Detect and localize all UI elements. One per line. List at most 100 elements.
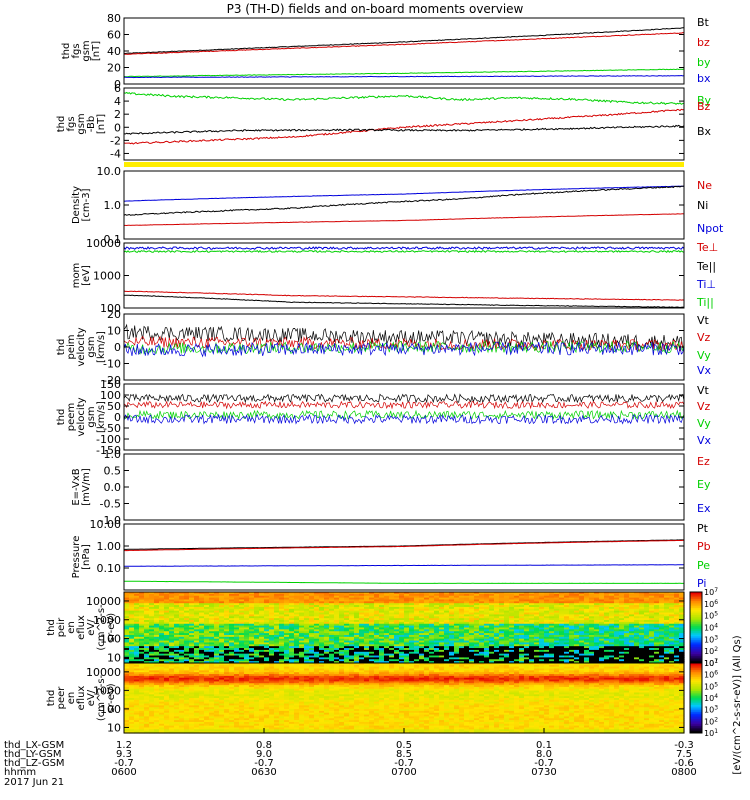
spectrogram-cell: [494, 606, 500, 610]
spectrogram-cell: [299, 618, 305, 621]
spectrogram-cell: [674, 661, 680, 664]
spectrogram-cell: [654, 616, 660, 619]
spectrogram-cell: [124, 592, 130, 595]
spectrogram-cell: [469, 621, 475, 625]
spectrogram-cell: [454, 595, 460, 599]
spectrogram-cell: [284, 636, 290, 640]
spectrogram-cell: [189, 649, 195, 653]
spectrogram-cell: [174, 685, 180, 688]
spectrogram-cell: [219, 623, 225, 627]
spectrogram-cell: [254, 592, 260, 595]
spectrogram-cell: [524, 644, 530, 647]
spectrogram-cell: [494, 651, 500, 655]
spectrogram-cell: [514, 621, 520, 625]
spectrogram-cell: [294, 629, 300, 632]
spectrogram-cell: [304, 661, 310, 664]
spectrogram-cell: [454, 592, 460, 595]
y-axis-label: mom [eV]: [71, 263, 92, 289]
y-axis-label-line: gsm: [86, 406, 97, 427]
spectrogram-cell: [129, 720, 135, 723]
spectrogram-cell: [279, 623, 285, 627]
spectrogram-cell: [184, 705, 190, 708]
spectrogram-cell: [154, 618, 160, 621]
spectrogram-cell: [514, 655, 520, 658]
spectrogram-cell: [609, 657, 615, 660]
spectrogram-cell: [619, 644, 625, 647]
spectrogram-cell: [554, 603, 560, 606]
spectrogram-cell: [584, 651, 590, 655]
spectrogram-cell: [134, 686, 140, 690]
spectrogram-cell: [194, 605, 200, 608]
spectrogram-cell: [419, 644, 425, 647]
spectrogram-cell: [244, 603, 250, 606]
spectrogram-cell: [139, 731, 145, 734]
spectrogram-cell: [164, 685, 170, 688]
spectrogram-cell: [159, 679, 165, 683]
spectrogram-cell: [174, 729, 180, 732]
spectrogram-cell: [299, 642, 305, 645]
spectrogram-cell: [564, 595, 570, 599]
spectrogram-cell: [544, 592, 550, 595]
spectrogram-cell: [594, 640, 600, 644]
spectrogram-cell: [284, 651, 290, 655]
spectrogram-cell: [369, 620, 375, 623]
spectrogram-cell: [149, 640, 155, 644]
spectrogram-cell: [284, 631, 290, 634]
spectrogram-cell: [394, 634, 400, 638]
spectrogram-cell: [579, 634, 585, 638]
spectrogram-cell: [519, 636, 525, 640]
spectrogram-cell: [224, 605, 230, 608]
spectrogram-cell: [664, 592, 670, 595]
y-axis-label: thd peir en eflux eV/(cm^2-s-sr-eV): [46, 604, 117, 651]
legend-entry: Bx: [697, 125, 712, 138]
spectrogram-cell: [254, 625, 260, 629]
spectrogram-cell: [409, 659, 415, 662]
spectrogram-cell: [534, 610, 540, 614]
spectrogram-cell: [364, 621, 370, 625]
spectrogram-cell: [239, 633, 245, 636]
spectrogram-cell: [659, 623, 665, 627]
spectrogram-cell: [194, 614, 200, 617]
spectrogram-cell: [434, 610, 440, 614]
spectrogram-cell: [519, 610, 525, 614]
spectrogram-cell: [324, 648, 330, 651]
spectrogram-cell: [629, 629, 635, 632]
spectrogram-cell: [579, 606, 585, 610]
spectrogram-cell: [194, 633, 200, 636]
spectrogram-cell: [649, 606, 655, 610]
spectrogram-cell: [454, 623, 460, 627]
spectrogram-cell: [319, 651, 325, 655]
spectrogram-cell: [259, 638, 265, 642]
spectrogram-cell: [654, 625, 660, 629]
spectrogram-cell: [449, 657, 455, 660]
spectrogram-cell: [324, 661, 330, 664]
spectrogram-cell: [174, 670, 180, 673]
spectrogram-cell: [459, 605, 465, 608]
spectrogram-cell: [244, 599, 250, 602]
spectrogram-cell: [364, 614, 370, 617]
spectrogram-cell: [654, 603, 660, 606]
spectrogram-cell: [414, 661, 420, 664]
spectrogram-cell: [199, 651, 205, 655]
spectrogram-cell: [579, 610, 585, 614]
y-axis-label-line: [nPa]: [81, 544, 92, 570]
spectrogram-cell: [234, 627, 240, 630]
spectrogram-cell: [404, 623, 410, 627]
spectrogram-cell: [444, 616, 450, 619]
spectrogram-cell: [644, 614, 650, 617]
spectrogram-cell: [149, 631, 155, 634]
spectrogram-cell: [474, 627, 480, 630]
spectrogram-cell: [169, 683, 175, 686]
spectrogram-cell: [589, 623, 595, 627]
spectrogram-cell: [339, 648, 345, 651]
spectrogram-cell: [194, 649, 200, 653]
spectrogram-cell: [184, 670, 190, 673]
spectrogram-cell: [374, 603, 380, 606]
spectrogram-cell: [664, 606, 670, 610]
y-tick-label: 10.00: [90, 518, 122, 531]
spectrogram-cell: [149, 663, 155, 666]
spectrogram-cell: [139, 686, 145, 690]
spectrogram-cell: [289, 621, 295, 625]
spectrogram-cell: [449, 655, 455, 658]
spectrogram-cell: [294, 608, 300, 612]
